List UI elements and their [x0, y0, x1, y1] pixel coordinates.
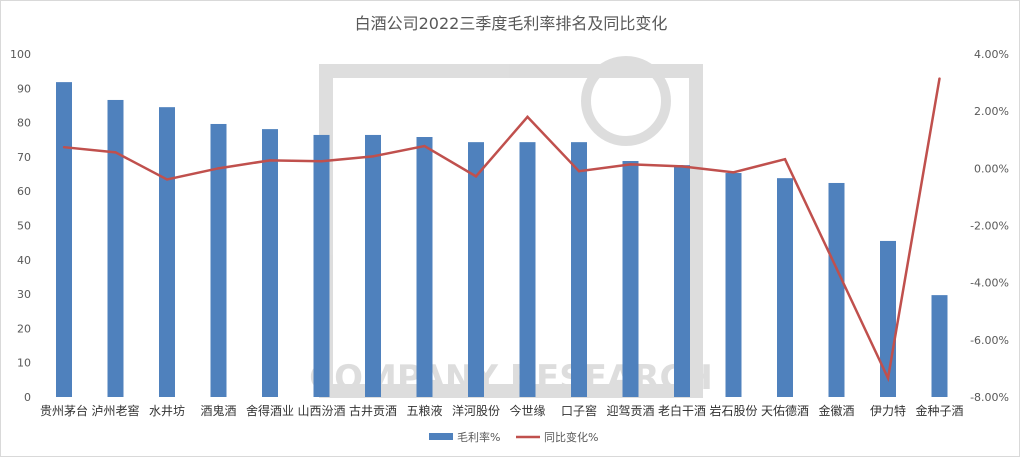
x-axis-label: 岩石股份 [709, 403, 757, 418]
left-axis-tick: 30 [17, 288, 31, 301]
x-axis-label: 水井坊 [149, 403, 185, 418]
right-axis-tick: 4.00% [974, 48, 1009, 61]
bar [931, 295, 948, 397]
left-axis-tick: 70 [17, 151, 31, 164]
right-axis-tick: 0.00% [974, 162, 1009, 175]
line-point [423, 144, 426, 148]
x-axis-label: 金种子酒 [915, 403, 963, 418]
x-axis-label: 迎驾贡酒 [606, 404, 654, 418]
left-axis-tick: 20 [17, 322, 31, 335]
line-point [114, 151, 117, 154]
left-axis-tick: 80 [17, 117, 31, 130]
x-axis-label: 洋河股份 [452, 403, 500, 418]
bar [107, 99, 124, 397]
legend-line-label: 同比变化% [544, 430, 598, 444]
bar [828, 182, 845, 397]
x-axis-label: 口子窖 [561, 403, 597, 418]
line-point [835, 267, 838, 270]
bar [725, 173, 742, 397]
bar [571, 142, 587, 397]
legend-bar-swatch [429, 433, 453, 440]
x-axis-label: 贵州茅台 [40, 403, 88, 418]
x-axis-label: 天佑德酒 [761, 403, 809, 418]
line-point [320, 159, 323, 163]
left-axis-tick: 10 [17, 357, 31, 370]
line-point [165, 178, 169, 181]
line-point [886, 376, 890, 380]
left-axis-tick: 90 [17, 82, 31, 95]
bar [262, 129, 278, 397]
bar [313, 134, 330, 397]
bar [159, 107, 175, 397]
left-axis-tick: 60 [17, 185, 31, 198]
right-axis-tick: -8.00% [970, 391, 1009, 404]
line-point [680, 165, 684, 168]
legend-bar-label: 毛利率% [457, 430, 500, 444]
line-point [371, 155, 375, 158]
x-axis-label: 老白干酒 [658, 403, 706, 418]
chart-title: 白酒公司2022三季度毛利率排名及同比变化 [355, 14, 668, 33]
line-point [474, 175, 478, 178]
bar [416, 137, 433, 398]
bar [468, 142, 484, 397]
line-point [783, 157, 787, 161]
line-point [577, 169, 581, 173]
line-point [938, 77, 941, 80]
x-axis-label: 伊力特 [870, 403, 906, 418]
x-axis-label: 古井贡酒 [349, 403, 397, 418]
bar [777, 178, 793, 397]
right-axis-tick: -4.00% [970, 277, 1009, 290]
x-axis-label: 今世缘 [509, 403, 545, 418]
line-point [629, 163, 632, 166]
left-axis-tick: 50 [17, 220, 31, 233]
line-point [62, 145, 66, 149]
bar [56, 82, 72, 397]
line-point [268, 159, 272, 162]
bar [622, 161, 639, 397]
x-axis-label: 金徽酒 [818, 403, 854, 418]
line-point [526, 115, 529, 119]
left-axis-tick: 100 [10, 48, 31, 61]
bar [674, 165, 690, 397]
legend: 毛利率% 同比变化% [429, 430, 598, 444]
left-axis-tick: 0 [24, 391, 31, 404]
line-series [63, 78, 941, 383]
bar [210, 123, 227, 398]
right-axis-tick: 2.00% [974, 105, 1009, 118]
line-point [732, 171, 735, 174]
x-axis-label: 五粮液 [406, 403, 442, 418]
x-axis-label: 舍得酒业 [246, 403, 294, 418]
x-axis-label: 泸州老窖 [91, 403, 139, 418]
x-axis-label: 山西汾酒 [297, 404, 345, 418]
bar [519, 142, 536, 397]
right-axis-tick: -2.00% [970, 220, 1009, 233]
left-axis-tick: 40 [17, 254, 31, 267]
right-axis-tick: -6.00% [970, 334, 1009, 347]
line-point [217, 167, 220, 170]
x-axis-label: 酒鬼酒 [200, 403, 236, 418]
bar [365, 134, 381, 397]
